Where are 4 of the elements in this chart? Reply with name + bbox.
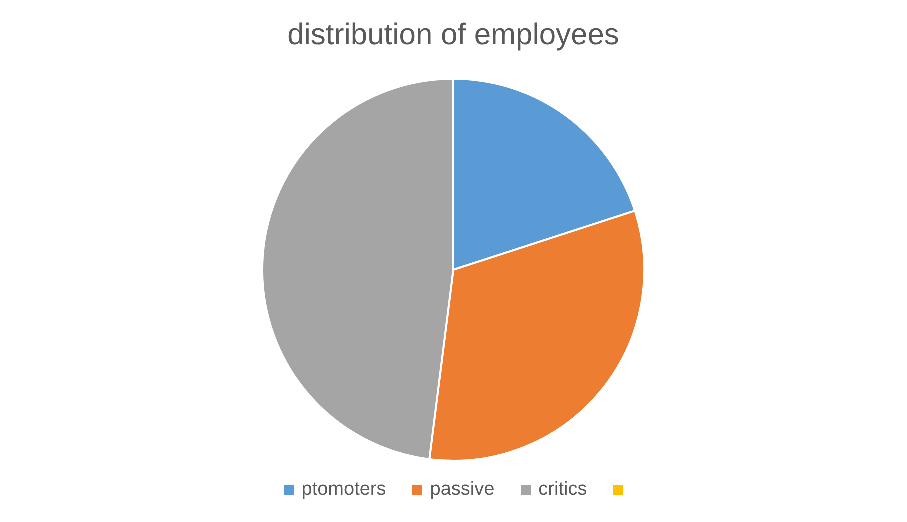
- legend-label: ptomoters: [302, 478, 386, 502]
- chart-title: distribution of employees: [288, 18, 620, 52]
- legend-label: critics: [538, 478, 588, 502]
- legend-label: passive: [430, 478, 495, 502]
